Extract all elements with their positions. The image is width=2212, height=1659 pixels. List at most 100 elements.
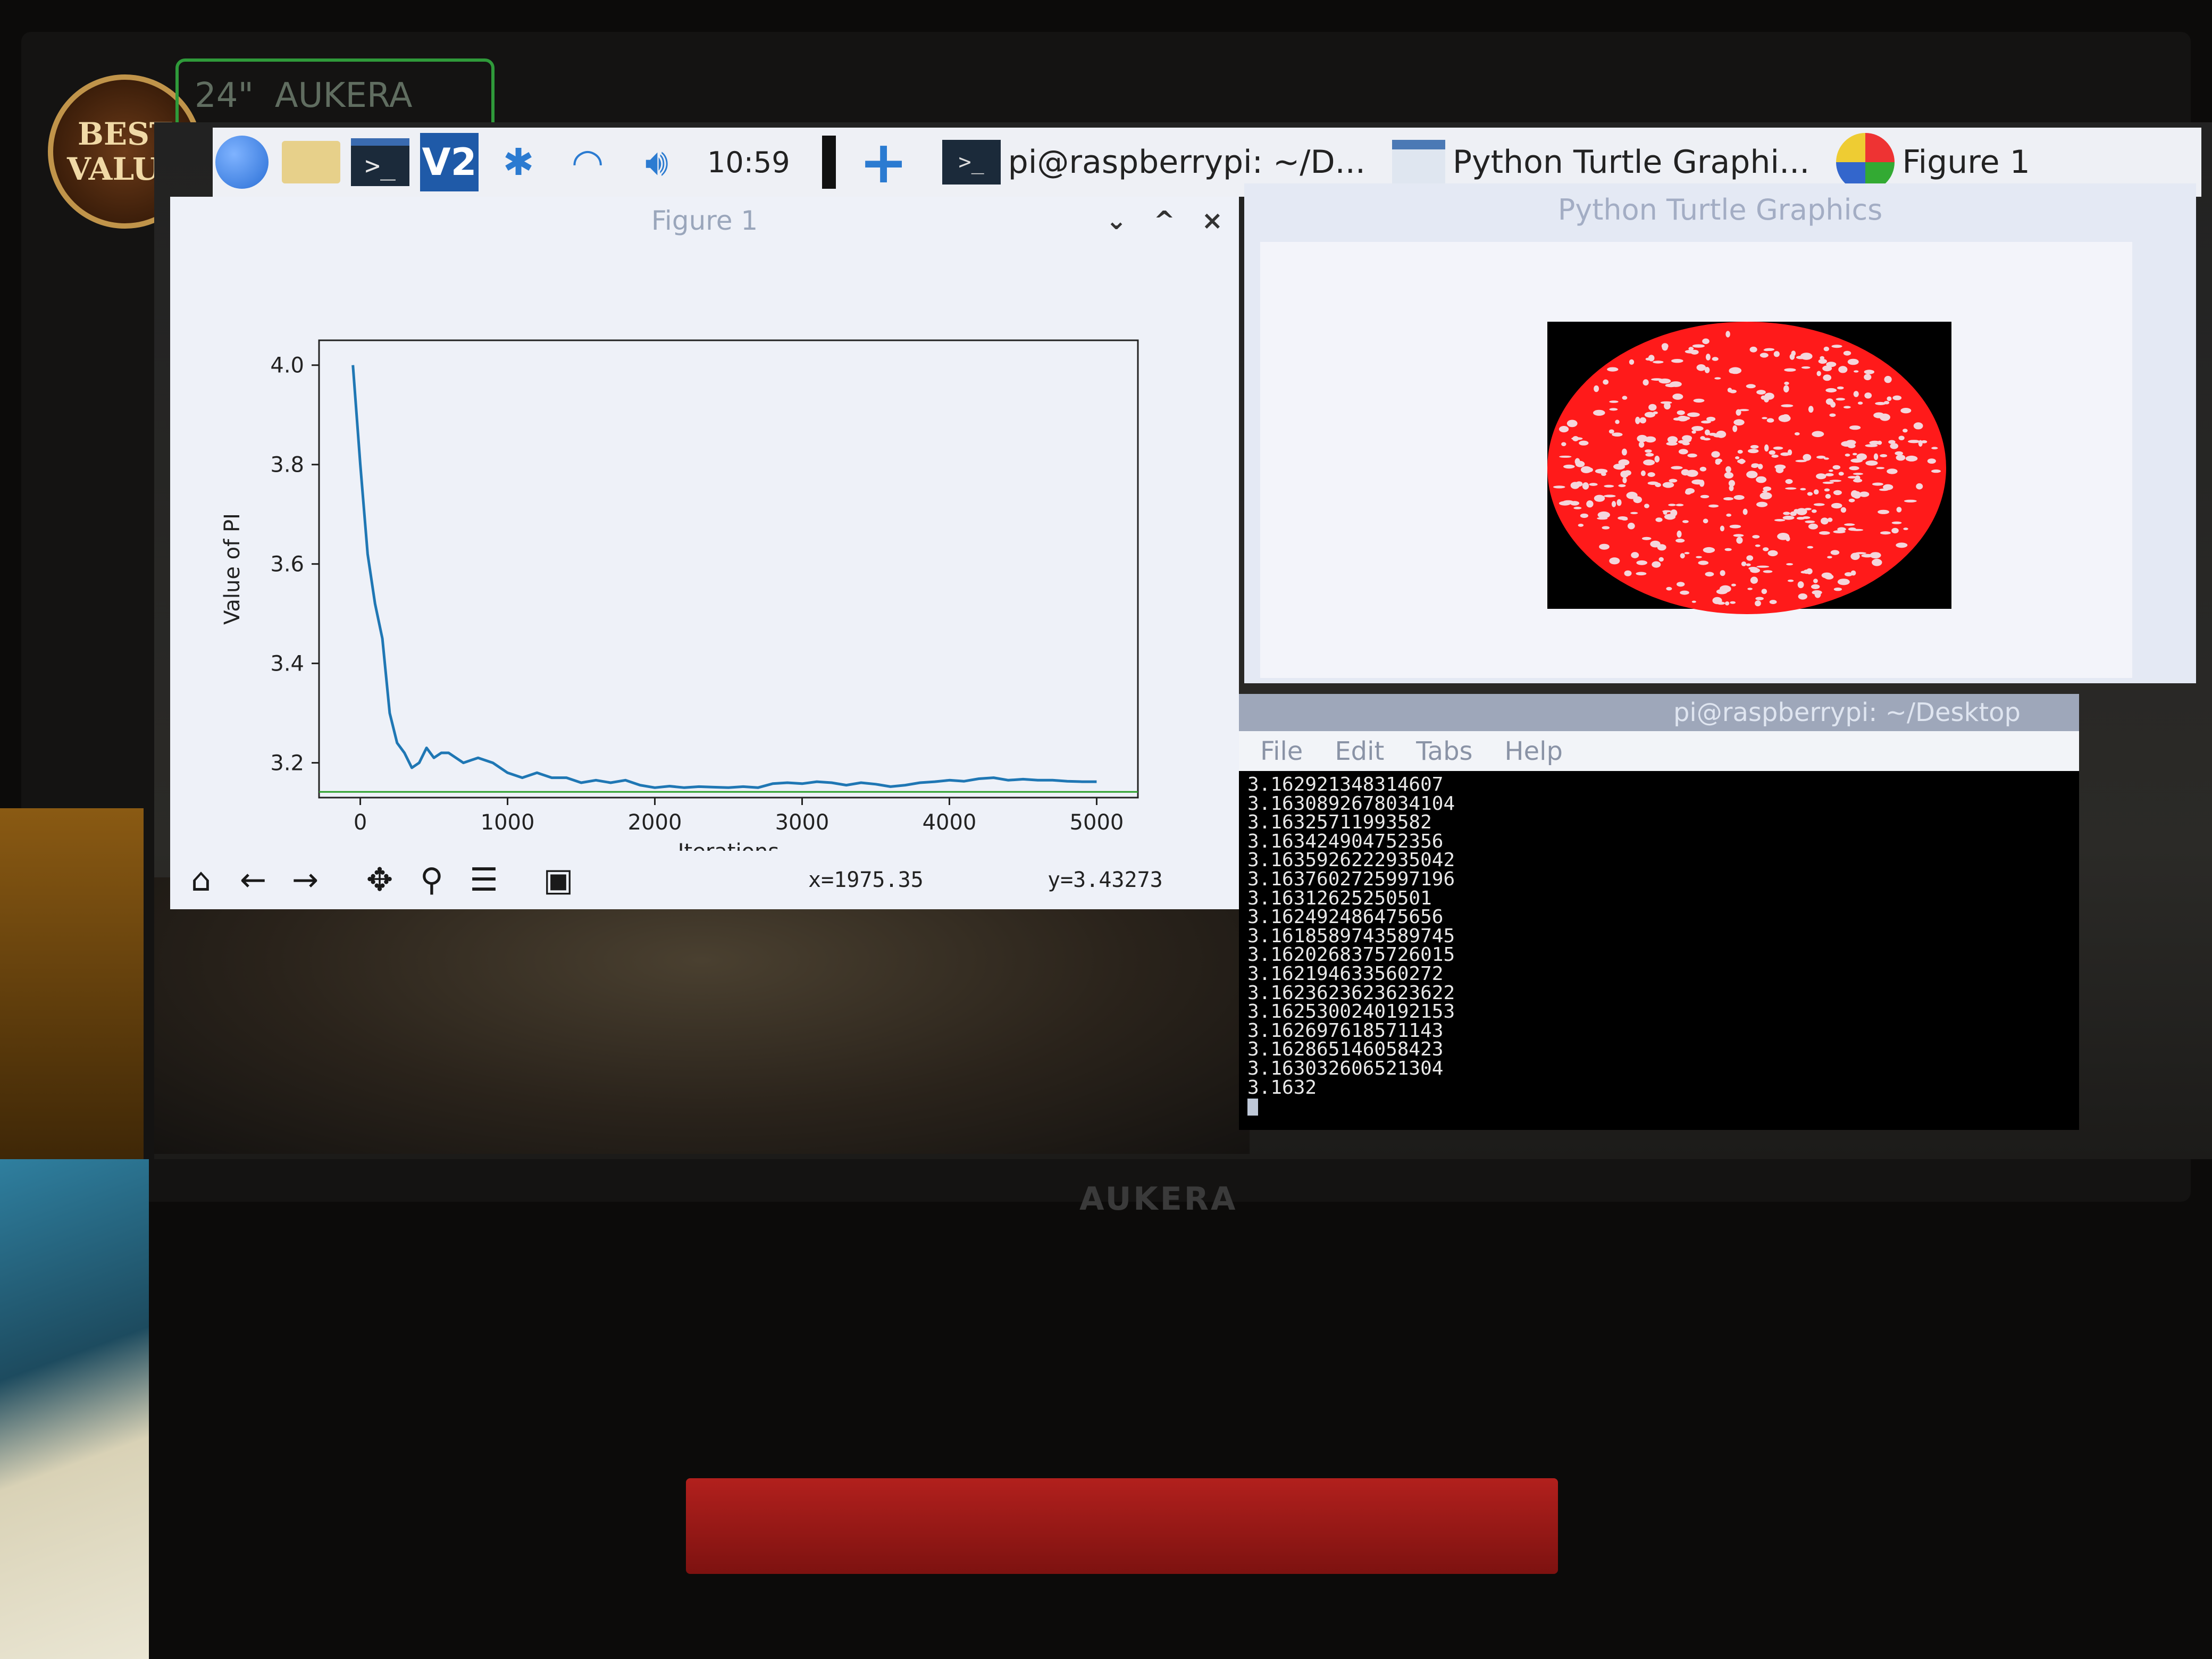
- sample-point: [1611, 501, 1616, 507]
- sample-point: [1864, 370, 1874, 374]
- zoom-icon[interactable]: ⚲: [420, 861, 443, 899]
- sample-point: [1650, 540, 1661, 548]
- turtle-canvas[interactable]: [1260, 242, 2132, 678]
- sample-point: [1843, 350, 1851, 356]
- sample-point: [1750, 445, 1759, 449]
- sample-point: [1821, 517, 1829, 525]
- file-manager-icon[interactable]: [282, 133, 340, 191]
- sample-point: [1624, 570, 1632, 576]
- sample-point: [1794, 509, 1799, 514]
- sample-point: [1853, 479, 1863, 483]
- sample-point: [1575, 481, 1583, 487]
- sample-point: [1597, 517, 1608, 520]
- sample-point: [1763, 349, 1770, 351]
- sample-point: [1696, 556, 1702, 558]
- sample-point: [1796, 508, 1807, 515]
- taskbar-task-terminal[interactable]: >_ pi@raspberrypi: ~/D...: [932, 133, 1376, 191]
- sample-point: [1699, 480, 1705, 487]
- sample-point: [1927, 458, 1936, 464]
- menu-tabs[interactable]: Tabs: [1416, 736, 1473, 766]
- sample-point: [1563, 500, 1573, 503]
- sample-point: [1838, 366, 1848, 373]
- sample-point: [1844, 572, 1853, 576]
- sample-point: [1837, 386, 1844, 390]
- sample-point: [1671, 381, 1681, 386]
- monitor-brand-logo: AUKERA: [1079, 1180, 1238, 1218]
- turtle-title[interactable]: Python Turtle Graphics: [1557, 193, 1883, 227]
- sample-point: [1823, 374, 1832, 381]
- sample-point: [1687, 412, 1700, 417]
- add-icon[interactable]: +: [859, 128, 908, 196]
- sample-point: [1739, 409, 1749, 412]
- maximize-button[interactable]: ^: [1153, 206, 1175, 236]
- sample-point: [1700, 495, 1710, 499]
- sample-point: [1703, 547, 1715, 553]
- sample-point: [1759, 353, 1769, 358]
- sample-point: [1553, 485, 1565, 489]
- sample-point: [1781, 404, 1794, 407]
- taskbar: >_ V2 ✱ ◠ 🔊︎ 10:59 + >_ pi@raspberrypi: …: [213, 128, 2201, 197]
- sample-point: [1796, 356, 1806, 359]
- sample-point: [1767, 550, 1778, 557]
- sample-point: [1763, 547, 1769, 551]
- vnc-icon[interactable]: V2: [420, 133, 479, 191]
- sample-point: [1848, 498, 1855, 502]
- sample-point: [1658, 557, 1664, 562]
- sample-point: [1895, 451, 1903, 456]
- sample-point: [1763, 486, 1772, 491]
- sample-point: [1671, 359, 1683, 363]
- sample-point: [1706, 416, 1716, 422]
- terminal-output[interactable]: 3.162921348314607 3.1630892678034104 3.163…: [1239, 771, 2079, 1120]
- terminal-launcher-icon[interactable]: >_: [351, 133, 409, 191]
- close-button[interactable]: ×: [1201, 206, 1223, 236]
- terminal-line: 3.16312625250501: [1247, 887, 1432, 909]
- sample-point: [1594, 385, 1599, 392]
- sample-point: [1807, 492, 1813, 496]
- background-books: [0, 1159, 149, 1659]
- pan-icon[interactable]: ✥: [366, 861, 393, 899]
- pi-plot[interactable]: 0 1000 2000 3000 4000 5000 3.2 3.4 3.6 3.8 4.0 Iter…: [170, 245, 1239, 851]
- menu-edit[interactable]: Edit: [1335, 736, 1385, 766]
- back-icon[interactable]: ←: [239, 861, 267, 899]
- bluetooth-icon[interactable]: ✱: [502, 140, 534, 184]
- sample-point: [1833, 490, 1842, 496]
- sample-point: [1872, 558, 1882, 566]
- x-tick-label: 5000: [1070, 810, 1124, 835]
- x-tick-label: 1000: [481, 810, 535, 835]
- sample-point: [1685, 437, 1691, 442]
- figure-titlebar[interactable]: Figure 1 ⌄ ^ ×: [170, 197, 1239, 245]
- sample-point: [1586, 467, 1593, 472]
- sample-point: [1865, 460, 1878, 466]
- minimize-button[interactable]: ⌄: [1105, 206, 1127, 236]
- forward-icon[interactable]: →: [291, 861, 319, 899]
- terminal-line: 3.162921348314607: [1247, 774, 1444, 795]
- save-icon[interactable]: ▣: [543, 861, 574, 899]
- sample-point: [1705, 354, 1711, 361]
- sample-point: [1629, 359, 1635, 365]
- sample-point: [1891, 527, 1899, 534]
- sample-point: [1822, 365, 1832, 372]
- subplots-config-icon[interactable]: ☰: [470, 861, 498, 899]
- terminal-titlebar[interactable]: pi@raspberrypi: ~/Desktop: [1239, 694, 2079, 731]
- menu-file[interactable]: File: [1260, 736, 1303, 766]
- sample-point: [1698, 560, 1709, 565]
- sample-point: [1769, 600, 1777, 605]
- volume-icon[interactable]: 🔊︎: [644, 140, 669, 184]
- menu-help[interactable]: Help: [1504, 736, 1563, 766]
- taskbar-task-figure[interactable]: Figure 1: [1825, 133, 2040, 191]
- web-browser-icon[interactable]: [213, 133, 271, 191]
- sample-point: [1679, 416, 1690, 421]
- taskbar-task-turtle[interactable]: Python Turtle Graphi...: [1381, 133, 1820, 191]
- sample-point: [1662, 510, 1672, 513]
- wifi-icon[interactable]: ◠: [571, 140, 604, 184]
- sample-point: [1880, 531, 1891, 535]
- sample-point: [1864, 374, 1872, 381]
- sample-point: [1666, 586, 1672, 591]
- clock[interactable]: 10:59: [707, 145, 790, 179]
- sample-point: [1661, 343, 1669, 349]
- sample-point: [1846, 440, 1856, 445]
- sample-point: [1653, 411, 1658, 414]
- home-icon[interactable]: ⌂: [190, 861, 212, 899]
- sample-point: [1572, 436, 1579, 441]
- sample-point: [1586, 500, 1594, 508]
